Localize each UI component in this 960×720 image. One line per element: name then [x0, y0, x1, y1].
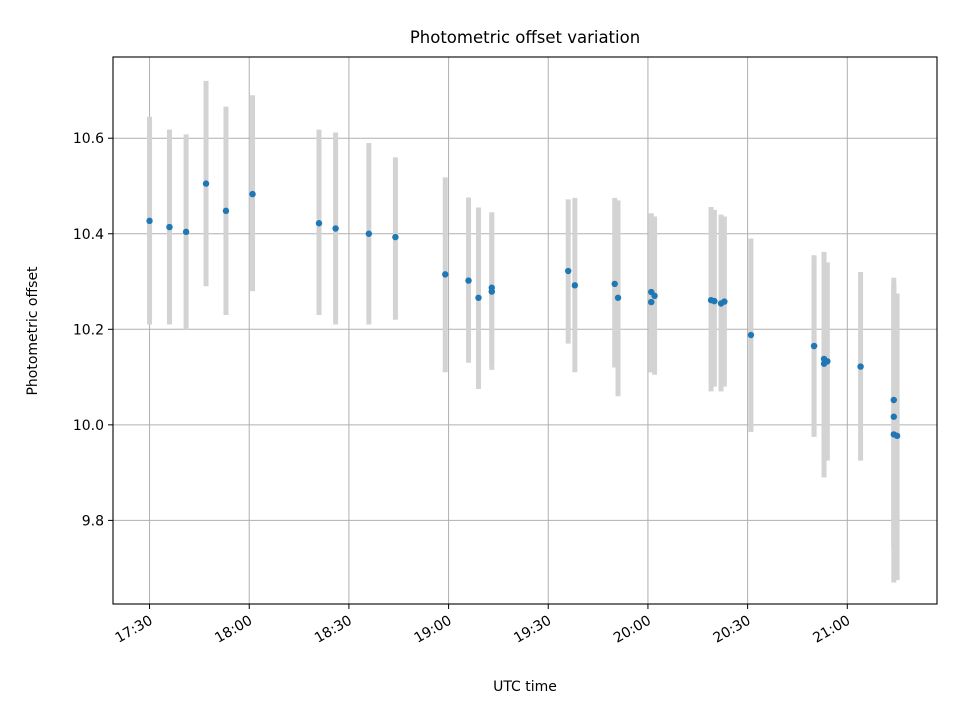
data-point	[614, 294, 622, 301]
data-point	[564, 267, 572, 275]
y-tick-label: 9.8	[82, 513, 104, 529]
data-point	[249, 190, 256, 198]
data-point	[890, 413, 898, 420]
y-axis-label: Photometric offset	[25, 266, 41, 396]
y-tick-label: 10.6	[73, 131, 104, 147]
data-point	[890, 396, 898, 404]
data-point	[711, 297, 718, 305]
data-point	[571, 282, 579, 289]
grid-lines	[113, 57, 937, 604]
data-point	[465, 277, 472, 284]
data-point	[202, 180, 210, 187]
data-points	[146, 180, 901, 440]
plot-area-frame	[112, 56, 938, 605]
y-tick-label: 10.2	[73, 322, 104, 338]
data-point	[442, 271, 449, 278]
data-point	[721, 298, 728, 305]
chart-title: Photometric offset variation	[410, 28, 640, 47]
data-point	[857, 363, 864, 370]
data-point	[146, 217, 153, 225]
y-tick-label: 10.4	[73, 227, 104, 243]
data-point	[332, 225, 339, 232]
data-point	[893, 432, 901, 440]
x-axis-label: UTC time	[493, 679, 557, 695]
data-point	[810, 342, 818, 350]
data-point	[392, 233, 399, 241]
data-point	[365, 230, 373, 237]
data-point	[182, 228, 190, 236]
data-point	[651, 292, 658, 300]
data-point	[475, 294, 482, 301]
y-tick-label: 10.0	[73, 418, 104, 434]
data-point	[315, 220, 323, 227]
data-point	[488, 288, 495, 295]
data-point	[648, 298, 655, 306]
data-point	[222, 207, 230, 215]
data-point	[747, 331, 755, 339]
data-point	[611, 280, 618, 288]
data-point	[166, 223, 173, 231]
data-point	[824, 358, 831, 365]
